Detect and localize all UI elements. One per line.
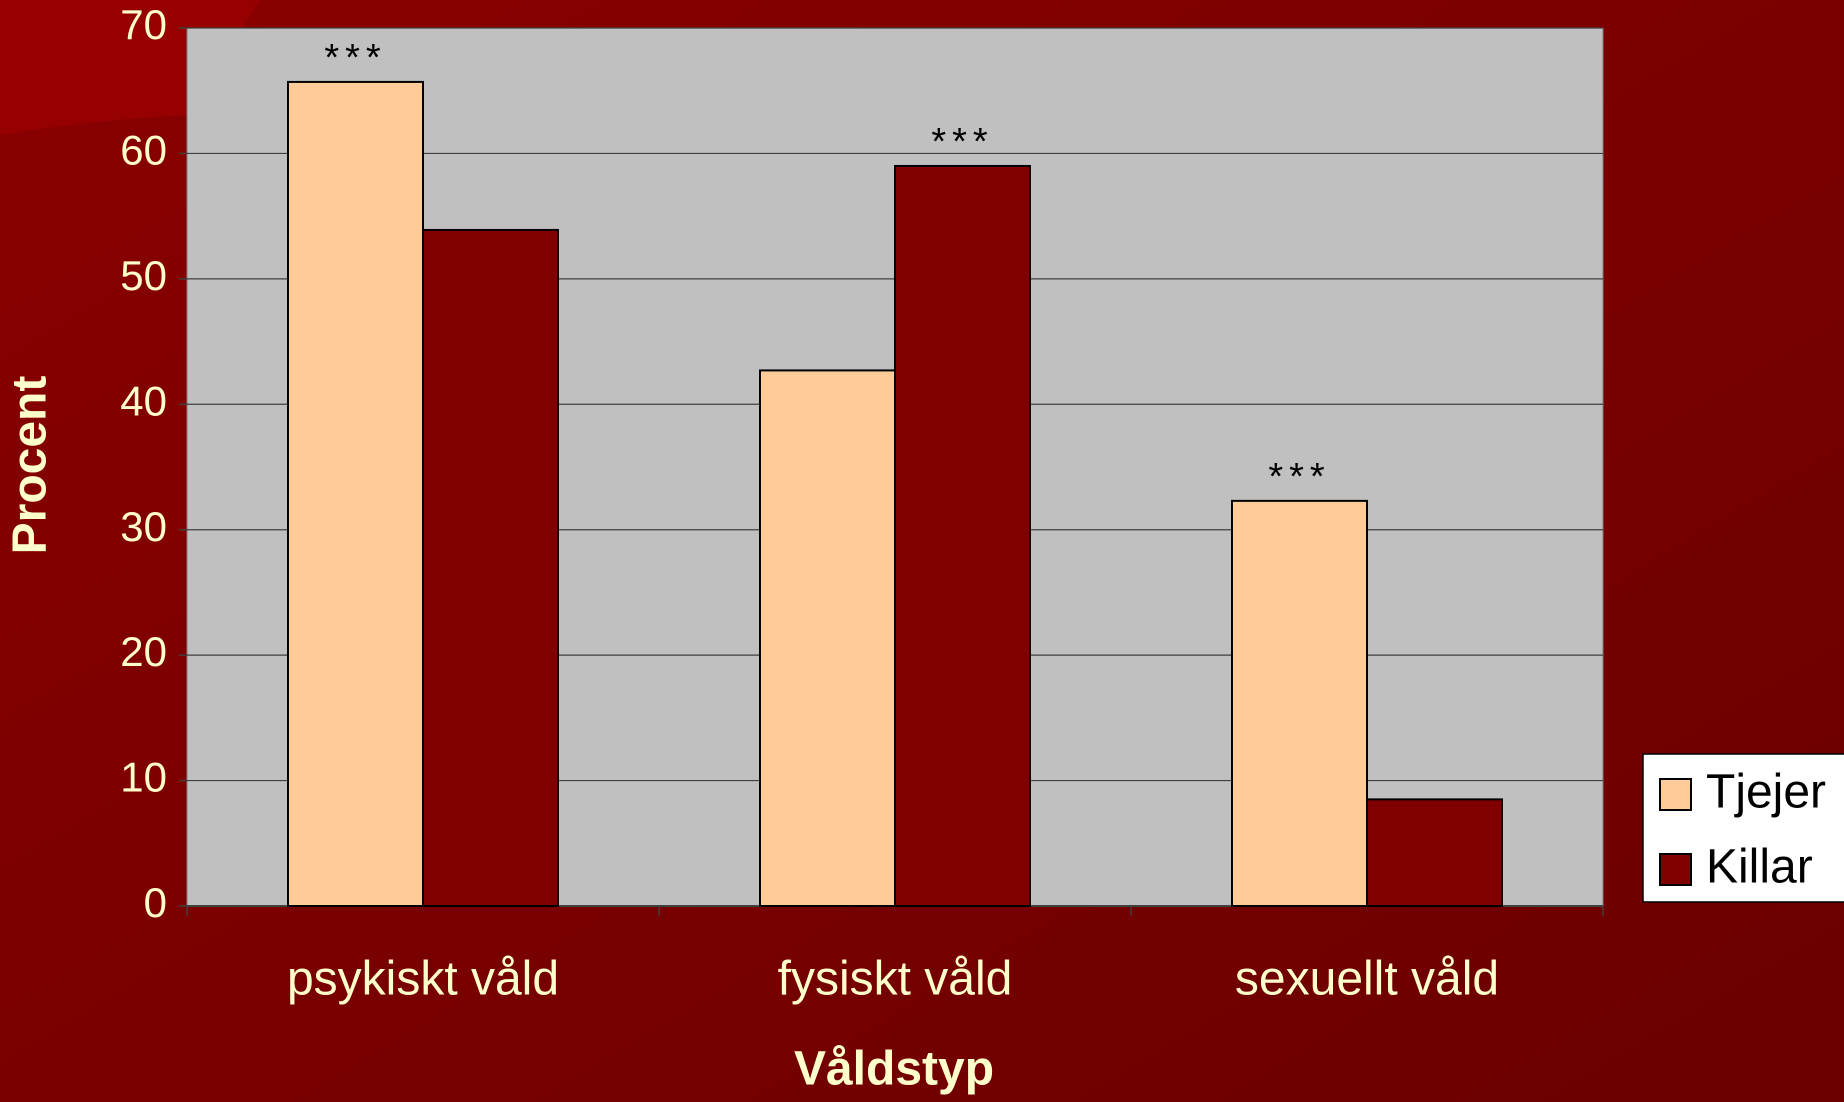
legend-swatch <box>1659 778 1692 811</box>
annotation: *** <box>931 121 993 163</box>
legend-label: Tjejer <box>1706 766 1826 819</box>
y-tick-label: 30 <box>120 503 167 550</box>
y-tick-label: 60 <box>120 127 167 174</box>
annotation: *** <box>324 37 386 79</box>
bar <box>1366 798 1503 908</box>
bar <box>422 228 559 907</box>
bar <box>894 164 1031 907</box>
x-tick-label: psykiskt våld <box>287 953 559 1006</box>
legend-swatch <box>1659 853 1692 886</box>
x-axis-title: Våldstyp <box>794 1043 994 1096</box>
bar <box>759 369 896 908</box>
y-tick-label: 20 <box>120 628 167 675</box>
annotation: *** <box>1268 456 1330 498</box>
bar <box>287 80 424 908</box>
legend-label: Killar <box>1706 841 1813 894</box>
bar <box>1231 499 1368 907</box>
y-tick-label: 0 <box>144 879 167 926</box>
y-axis-title: Procent <box>4 376 57 555</box>
x-tick-label: sexuellt våld <box>1235 953 1499 1006</box>
y-tick-label: 50 <box>120 252 167 299</box>
y-tick-label: 10 <box>120 754 167 801</box>
y-tick-label: 40 <box>120 377 167 424</box>
y-tick-label: 70 <box>120 1 167 48</box>
x-tick-label: fysiskt våld <box>778 953 1013 1006</box>
